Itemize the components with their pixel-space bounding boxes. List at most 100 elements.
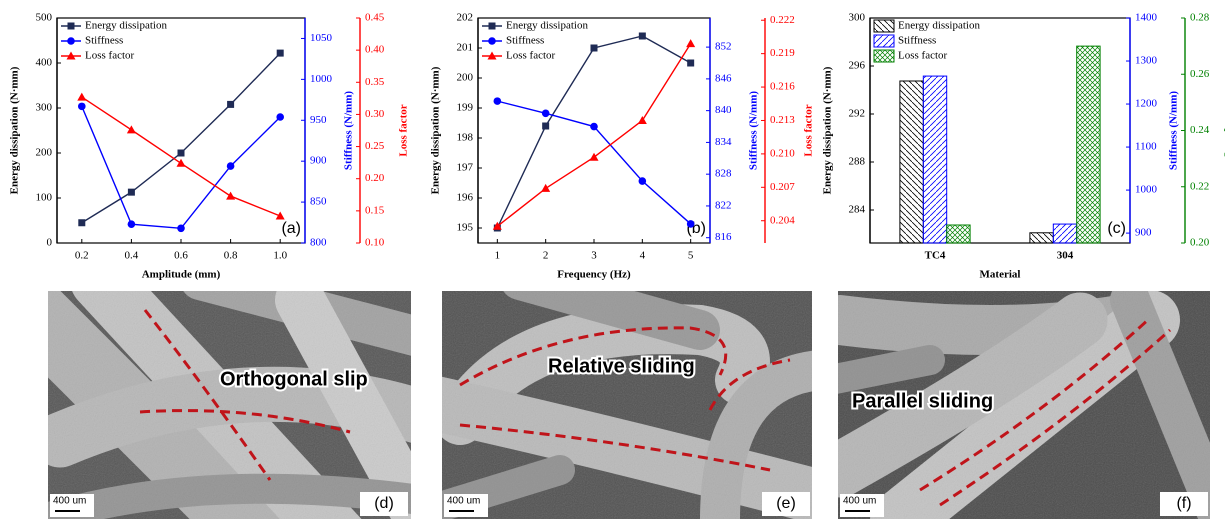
marker bbox=[177, 159, 186, 167]
y-tick-label: 822 bbox=[715, 199, 732, 211]
marker bbox=[226, 192, 235, 200]
axis-title: Material bbox=[980, 269, 1021, 281]
y-tick-label: 1100 bbox=[1135, 141, 1157, 153]
panel-label: (f) bbox=[1176, 495, 1191, 512]
marker bbox=[78, 103, 86, 111]
y-tick-label: 196 bbox=[457, 192, 474, 204]
legend-label: Loss factor bbox=[898, 50, 948, 62]
axis-title: Stiffness (N/mm) bbox=[343, 91, 355, 170]
legend-label: Stiffness bbox=[898, 35, 936, 47]
legend-label: Energy dissipation bbox=[898, 20, 980, 32]
marker bbox=[590, 153, 599, 161]
panel-label: (c) bbox=[1107, 220, 1126, 237]
axis-title: Loss factor bbox=[803, 104, 815, 156]
marker bbox=[276, 113, 284, 121]
bar bbox=[900, 81, 923, 243]
marker bbox=[77, 93, 86, 101]
legend-swatch bbox=[874, 35, 894, 47]
y-tick-label: 0.219 bbox=[770, 47, 795, 59]
marker bbox=[494, 97, 502, 105]
x-tick-label: 5 bbox=[688, 250, 694, 262]
marker bbox=[591, 45, 598, 52]
y-tick-label: 1050 bbox=[310, 32, 333, 44]
x-tick-label: 1.0 bbox=[273, 250, 287, 262]
legend-label: Loss factor bbox=[506, 50, 556, 62]
marker bbox=[127, 125, 136, 133]
y-tick-label: 816 bbox=[715, 231, 732, 243]
panel-label: (d) bbox=[374, 495, 394, 512]
y-tick-label: 950 bbox=[310, 114, 327, 126]
image-caption: Parallel sliding bbox=[852, 390, 993, 412]
series-line bbox=[82, 106, 280, 228]
y-tick-label: 197 bbox=[457, 162, 474, 174]
y-tick-label: 0.207 bbox=[770, 181, 795, 193]
y-tick-label: 0.10 bbox=[365, 237, 385, 249]
x-tick-label: 0.8 bbox=[224, 250, 238, 262]
y-tick-label: 0.22 bbox=[1190, 180, 1209, 192]
marker bbox=[687, 220, 695, 228]
marker bbox=[68, 23, 75, 30]
x-tick-label: 1 bbox=[495, 250, 501, 262]
marker bbox=[227, 162, 235, 170]
bar bbox=[923, 76, 946, 243]
y-tick-label: 0.30 bbox=[365, 108, 385, 120]
y-tick-label: 900 bbox=[1135, 227, 1152, 239]
y-tick-label: 1000 bbox=[1135, 184, 1158, 196]
marker bbox=[687, 60, 694, 67]
marker bbox=[639, 33, 646, 40]
marker bbox=[128, 189, 135, 196]
y-tick-label: 0.20 bbox=[1190, 237, 1210, 249]
x-tick-label: 304 bbox=[1057, 250, 1074, 262]
legend-label: Energy dissipation bbox=[506, 20, 588, 32]
marker bbox=[542, 123, 549, 130]
y-tick-label: 0.204 bbox=[770, 214, 795, 226]
marker bbox=[277, 50, 284, 57]
y-tick-label: 846 bbox=[715, 72, 732, 84]
y-tick-label: 828 bbox=[715, 168, 732, 180]
legend-label: Loss factor bbox=[85, 50, 135, 62]
y-tick-label: 200 bbox=[36, 147, 53, 159]
legend-label: Stiffness bbox=[506, 35, 544, 47]
y-tick-label: 296 bbox=[849, 60, 866, 72]
axis-title: Loss factor bbox=[398, 104, 410, 156]
y-tick-label: 834 bbox=[715, 136, 732, 148]
sem-image bbox=[420, 280, 830, 519]
y-tick-label: 850 bbox=[310, 196, 327, 208]
image-caption: Relative sliding bbox=[548, 355, 695, 377]
x-tick-label: 0.4 bbox=[125, 250, 139, 262]
marker bbox=[590, 123, 598, 131]
marker bbox=[489, 23, 496, 30]
marker bbox=[542, 109, 550, 117]
y-tick-label: 1200 bbox=[1135, 98, 1158, 110]
scale-label: 400 um bbox=[447, 496, 480, 507]
legend-swatch bbox=[874, 50, 894, 62]
bar bbox=[1077, 46, 1100, 243]
marker bbox=[227, 101, 234, 108]
y-tick-label: 100 bbox=[36, 192, 53, 204]
axis-title: Frequency (Hz) bbox=[557, 269, 631, 281]
y-tick-label: 900 bbox=[310, 155, 327, 167]
x-tick-label: 3 bbox=[591, 250, 597, 262]
y-tick-label: 500 bbox=[36, 12, 53, 24]
y-tick-label: 0.24 bbox=[1190, 124, 1210, 136]
series-line bbox=[497, 36, 690, 228]
legend-swatch bbox=[874, 20, 894, 32]
y-tick-label: 199 bbox=[457, 102, 474, 114]
scale-label: 400 um bbox=[843, 496, 876, 507]
axis-title: Energy dissipation (N·mm) bbox=[430, 66, 442, 194]
x-tick-label: 0.6 bbox=[174, 250, 188, 262]
series-line bbox=[82, 97, 280, 216]
axis-title: Amplitude (mm) bbox=[142, 269, 221, 281]
y-tick-label: 1300 bbox=[1135, 55, 1158, 67]
y-tick-label: 0.45 bbox=[365, 12, 385, 24]
y-tick-label: 200 bbox=[457, 72, 474, 84]
y-tick-label: 0.15 bbox=[365, 204, 385, 216]
marker bbox=[177, 224, 185, 232]
y-tick-label: 840 bbox=[715, 104, 732, 116]
y-tick-label: 1400 bbox=[1135, 12, 1158, 24]
y-tick-label: 0.26 bbox=[1190, 68, 1210, 80]
marker bbox=[541, 184, 550, 192]
marker bbox=[78, 219, 85, 226]
bar bbox=[1053, 224, 1076, 243]
y-tick-label: 0.28 bbox=[1190, 12, 1210, 24]
